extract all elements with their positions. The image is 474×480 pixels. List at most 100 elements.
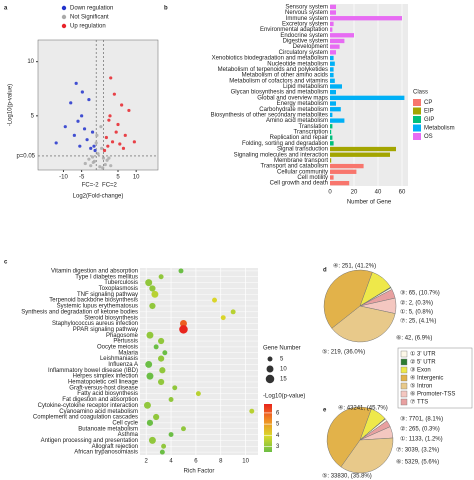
- y-tick-label: Development: [293, 44, 329, 50]
- legend-swatch: [61, 14, 67, 20]
- bubble: [159, 449, 165, 455]
- y-tick-label: Steroid biosynthesis: [84, 315, 138, 321]
- y-tick-label: Carbohydrate metabolism: [259, 107, 328, 113]
- legend-label: Down regulation: [70, 6, 113, 12]
- bubble: [161, 443, 167, 449]
- legend-label: EIP: [424, 109, 434, 115]
- y-tick-label: Malaria: [118, 350, 138, 356]
- y-tick-label: Cell cycle: [112, 420, 138, 426]
- legend-swatch: [413, 107, 421, 115]
- y-tick-label: Metabolism of cofactors and vitamins: [229, 78, 328, 84]
- point: [114, 130, 118, 134]
- legend-swatch: [400, 358, 408, 366]
- pie-label: ②: 265, (0.3%): [400, 426, 440, 433]
- x-tick-label: 60: [399, 190, 406, 196]
- bar: [330, 146, 396, 152]
- bubble: [149, 302, 156, 310]
- y-tick-label: Hematopoietic cell lineage: [68, 380, 139, 386]
- plot-background: [330, 4, 408, 186]
- pie-label: ⑦: 3039, (3.2%): [396, 447, 439, 454]
- point: [69, 101, 73, 105]
- bar: [330, 141, 334, 146]
- y-tick-label: Allograft rejection: [92, 444, 138, 450]
- legend-swatch: [413, 124, 421, 132]
- legend-label: Not Significant: [70, 15, 109, 21]
- x-axis-title: Number of Gene: [347, 200, 392, 206]
- bubble: [181, 426, 186, 432]
- bubble: [146, 331, 154, 339]
- y-axis-title: -Log10(p-value): [8, 84, 14, 126]
- point: [76, 119, 80, 123]
- bar: [330, 16, 402, 21]
- point: [105, 158, 109, 162]
- bubble: [143, 401, 151, 409]
- pie-slice: [340, 437, 394, 474]
- bar: [330, 4, 336, 10]
- y-tick-label: Metabolism of other amino acids: [242, 73, 328, 79]
- bar: [330, 27, 333, 32]
- x-tick-label: 10: [242, 459, 249, 465]
- legend-swatch: [400, 382, 408, 390]
- legend-label: ⑤ Intron: [410, 383, 432, 390]
- y-tick-label: African trypanosomiasis: [74, 450, 138, 456]
- y-tick-label: Herpes simplex infection: [73, 374, 138, 380]
- y-tick-label: Transcription: [294, 130, 328, 136]
- x-tick-label: 0: [328, 190, 332, 196]
- point: [94, 141, 98, 145]
- y-tick-label: Xenobiotics biodegradation and metabolis…: [212, 56, 328, 62]
- color-tick-label: 5: [276, 422, 280, 428]
- color-tick-label: 3: [276, 444, 280, 450]
- bubble: [230, 309, 236, 315]
- y-tick-label: Fat digestion and absorption: [62, 397, 138, 403]
- legend-swatch: [400, 398, 408, 406]
- point: [90, 130, 95, 134]
- y-tick-label: Cellular community: [277, 169, 328, 175]
- x-axis-title: Rich Factor: [184, 469, 215, 475]
- pie-label: ①: 1133, (1.2%): [400, 436, 443, 443]
- bar: [330, 101, 336, 106]
- pie-label: ⑤: 33830, (35.8%): [322, 473, 372, 480]
- y-tick-label: Phagosome: [106, 333, 139, 339]
- y-tick-label: Tuberculosis: [104, 280, 138, 286]
- legend-swatch: [61, 23, 67, 29]
- bar: [330, 84, 342, 89]
- x-tick-label: 6: [194, 459, 198, 465]
- y-tick-label: Toxoplasmosis: [99, 286, 138, 292]
- bubble: [146, 372, 154, 380]
- bubble: [159, 367, 166, 374]
- point: [127, 108, 131, 113]
- bubble: [168, 432, 174, 438]
- y-tick-label: Cell growth and death: [270, 181, 328, 187]
- y-tick-label: Cytokine-cytokine receptor interaction: [38, 403, 138, 409]
- y-tick-label: Signal transduction: [277, 147, 328, 153]
- point: [72, 133, 76, 137]
- panel-label: e: [323, 408, 327, 414]
- x-tick-label: 20: [351, 190, 358, 196]
- pie-label: ⑥: 42, (6.9%): [396, 335, 432, 342]
- bubble: [179, 325, 188, 334]
- point: [121, 146, 126, 150]
- bar: [330, 169, 357, 174]
- point: [54, 141, 58, 145]
- panel-label: a: [4, 6, 8, 12]
- bubble: [145, 279, 153, 287]
- bubble: [158, 274, 164, 280]
- y-tick-label: Translation: [299, 124, 328, 130]
- x-tick-label: 4: [169, 459, 173, 465]
- y-tick-label: TNF signaling pathway: [77, 292, 138, 298]
- point: [103, 162, 107, 167]
- bar: [330, 78, 335, 83]
- point: [102, 148, 107, 153]
- panel-label: b: [164, 6, 168, 12]
- legend-label: ④ Intergenic: [410, 375, 443, 382]
- y-tick-label: Fatty acid biosynthesis: [77, 391, 138, 397]
- bar: [330, 95, 405, 101]
- y-tick-label: Synthesis and degradation of ketone bodi…: [21, 309, 138, 315]
- point: [109, 76, 113, 80]
- bar: [330, 67, 334, 72]
- bubble: [178, 268, 184, 274]
- plot-background: [38, 40, 158, 170]
- point: [89, 146, 93, 150]
- y-tick-label: Excretory system: [282, 21, 328, 27]
